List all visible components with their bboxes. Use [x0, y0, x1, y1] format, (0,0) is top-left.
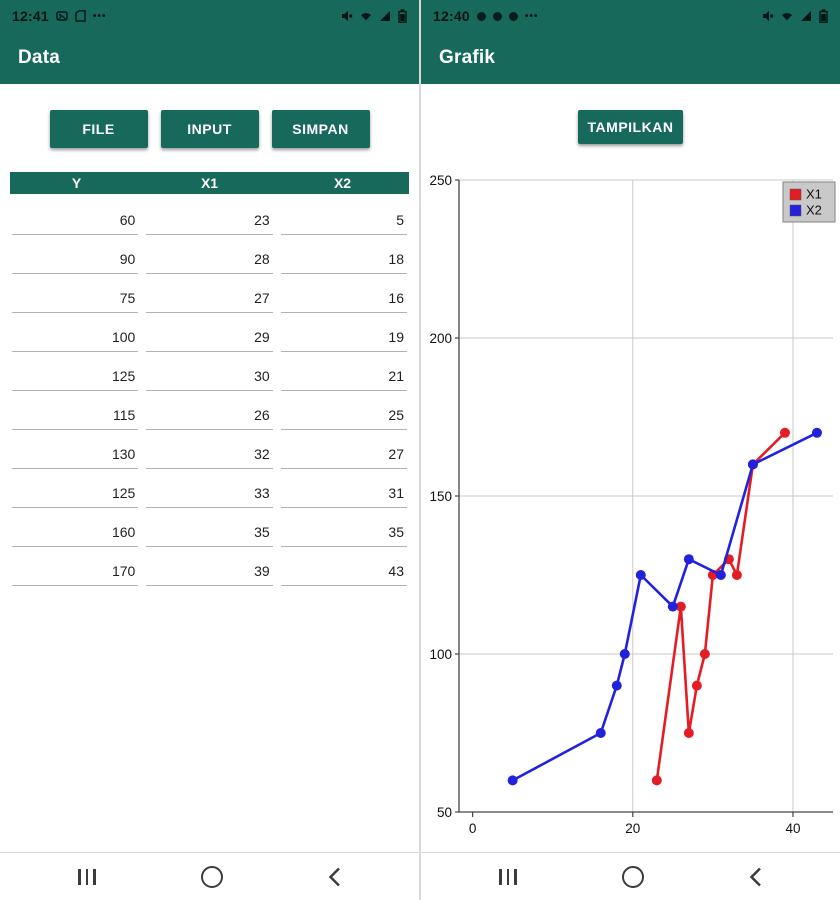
svg-text:X1: X1 — [806, 187, 822, 202]
page-title-data: Data — [18, 47, 60, 68]
table-cell-input[interactable]: 33 — [146, 469, 273, 508]
table-cell-input[interactable]: 26 — [146, 391, 273, 430]
recents-button[interactable] — [78, 868, 96, 885]
svg-text:20: 20 — [625, 821, 640, 836]
table-row: 125 30 21 — [12, 352, 407, 391]
table-cell-input[interactable]: 5 — [280, 196, 407, 235]
grafik-content: TAMPILKAN 50 100 150 200 250 0 20 40 X1 X2 — [421, 84, 840, 852]
screenshot-icon — [56, 10, 68, 22]
table-cell-input[interactable]: 35 — [280, 508, 407, 547]
table-cell-input[interactable]: 27 — [146, 274, 273, 313]
column-header-x1: X1 — [200, 175, 219, 191]
mute-icon — [762, 10, 774, 22]
mute-icon — [341, 10, 353, 22]
table-cell-input[interactable]: 43 — [280, 547, 407, 586]
signal-icon — [379, 10, 391, 22]
table-cell-input[interactable]: 115 — [12, 391, 139, 430]
svg-text:50: 50 — [437, 805, 452, 820]
table-cell-input[interactable]: 170 — [12, 547, 139, 586]
table-row: 115 26 25 — [12, 391, 407, 430]
svg-text:0: 0 — [469, 821, 477, 836]
table-cell-input[interactable]: 39 — [146, 547, 273, 586]
table-row: 170 39 43 — [12, 547, 407, 586]
table-cell-input[interactable]: 35 — [146, 508, 273, 547]
table-cell-input[interactable]: 100 — [12, 313, 139, 352]
table-row: 125 33 31 — [12, 469, 407, 508]
data-app-screen: 12:41 ••• — [0, 0, 419, 900]
recents-button[interactable] — [499, 868, 517, 885]
table-cell-input[interactable]: 125 — [12, 352, 139, 391]
table-header: Y X1 X2 — [10, 172, 409, 194]
table-cell-input[interactable]: 23 — [146, 196, 273, 235]
wifi-icon — [360, 10, 372, 22]
data-content: FILE INPUT SIMPAN Y X1 X2 60 23 5 90 28 18 75 2… — [0, 84, 419, 852]
table-cell-input[interactable]: 60 — [12, 196, 139, 235]
notification-icon — [476, 11, 486, 21]
page-title-grafik: Grafik — [439, 47, 496, 68]
table-cell-input[interactable]: 75 — [12, 274, 139, 313]
home-button[interactable] — [200, 865, 223, 888]
status-bar-right: 12:40 ••• — [421, 0, 840, 32]
table-cell-input[interactable]: 90 — [12, 235, 139, 274]
table-row: 75 27 16 — [12, 274, 407, 313]
clock: 12:41 — [12, 8, 49, 24]
table-cell-input[interactable]: 29 — [146, 313, 273, 352]
svg-text:250: 250 — [429, 173, 452, 188]
table-cell-input[interactable]: 18 — [280, 235, 407, 274]
table-cell-input[interactable]: 16 — [280, 274, 407, 313]
table-row: 130 32 27 — [12, 430, 407, 469]
sim-icon — [75, 10, 86, 22]
table-row: 60 23 5 — [12, 196, 407, 235]
grafik-app-screen: 12:40 ••• G — [421, 0, 840, 900]
app-bar-grafik: Grafik — [421, 32, 840, 84]
screen-divider — [419, 0, 421, 900]
table-cell-input[interactable]: 30 — [146, 352, 273, 391]
table-row: 100 29 19 — [12, 313, 407, 352]
notification-icon — [492, 11, 502, 21]
column-header-x2: X2 — [333, 175, 352, 191]
navigation-bar-left — [0, 852, 419, 900]
svg-text:200: 200 — [429, 331, 452, 346]
more-notifications-icon: ••• — [524, 10, 539, 22]
table-row: 160 35 35 — [12, 508, 407, 547]
table-cell-input[interactable]: 160 — [12, 508, 139, 547]
table-cell-input[interactable]: 19 — [280, 313, 407, 352]
table-cell-input[interactable]: 27 — [280, 430, 407, 469]
signal-icon — [800, 10, 812, 22]
wifi-icon — [781, 10, 793, 22]
column-header-y: Y — [71, 175, 82, 191]
navigation-bar-right — [421, 852, 840, 900]
svg-text:100: 100 — [429, 647, 452, 662]
clock: 12:40 — [433, 8, 470, 24]
back-button[interactable] — [749, 867, 762, 887]
table-cell-input[interactable]: 28 — [146, 235, 273, 274]
action-buttons: FILE INPUT SIMPAN — [0, 110, 419, 148]
more-notifications-icon: ••• — [92, 10, 107, 22]
app-bar-data: Data — [0, 32, 419, 84]
back-button[interactable] — [328, 867, 341, 887]
table-cell-input[interactable]: 21 — [280, 352, 407, 391]
table-row: 90 28 18 — [12, 235, 407, 274]
svg-text:X2: X2 — [806, 203, 822, 218]
table-cell-input[interactable]: 25 — [280, 391, 407, 430]
input-button[interactable]: INPUT — [160, 110, 259, 148]
svg-text:40: 40 — [785, 821, 800, 836]
status-bar-left: 12:41 ••• — [0, 0, 419, 32]
table-cell-input[interactable]: 130 — [12, 430, 139, 469]
chart-mount: 50 100 150 200 250 0 20 40 X1 X2 — [423, 168, 840, 844]
svg-text:150: 150 — [429, 489, 452, 504]
table-cell-input[interactable]: 125 — [12, 469, 139, 508]
file-button[interactable]: FILE — [49, 110, 148, 148]
table-cell-input[interactable]: 31 — [280, 469, 407, 508]
battery-icon — [819, 9, 828, 23]
tampilkan-button[interactable]: TAMPILKAN — [577, 110, 684, 144]
notification-icon — [508, 11, 518, 21]
table-cell-input[interactable]: 32 — [146, 430, 273, 469]
battery-icon — [398, 9, 407, 23]
home-button[interactable] — [621, 865, 644, 888]
table-rows: 60 23 5 90 28 18 75 27 16 100 29 19 125 30 21 115 26 25 13… — [12, 196, 407, 586]
simpan-button[interactable]: SIMPAN — [271, 110, 370, 148]
